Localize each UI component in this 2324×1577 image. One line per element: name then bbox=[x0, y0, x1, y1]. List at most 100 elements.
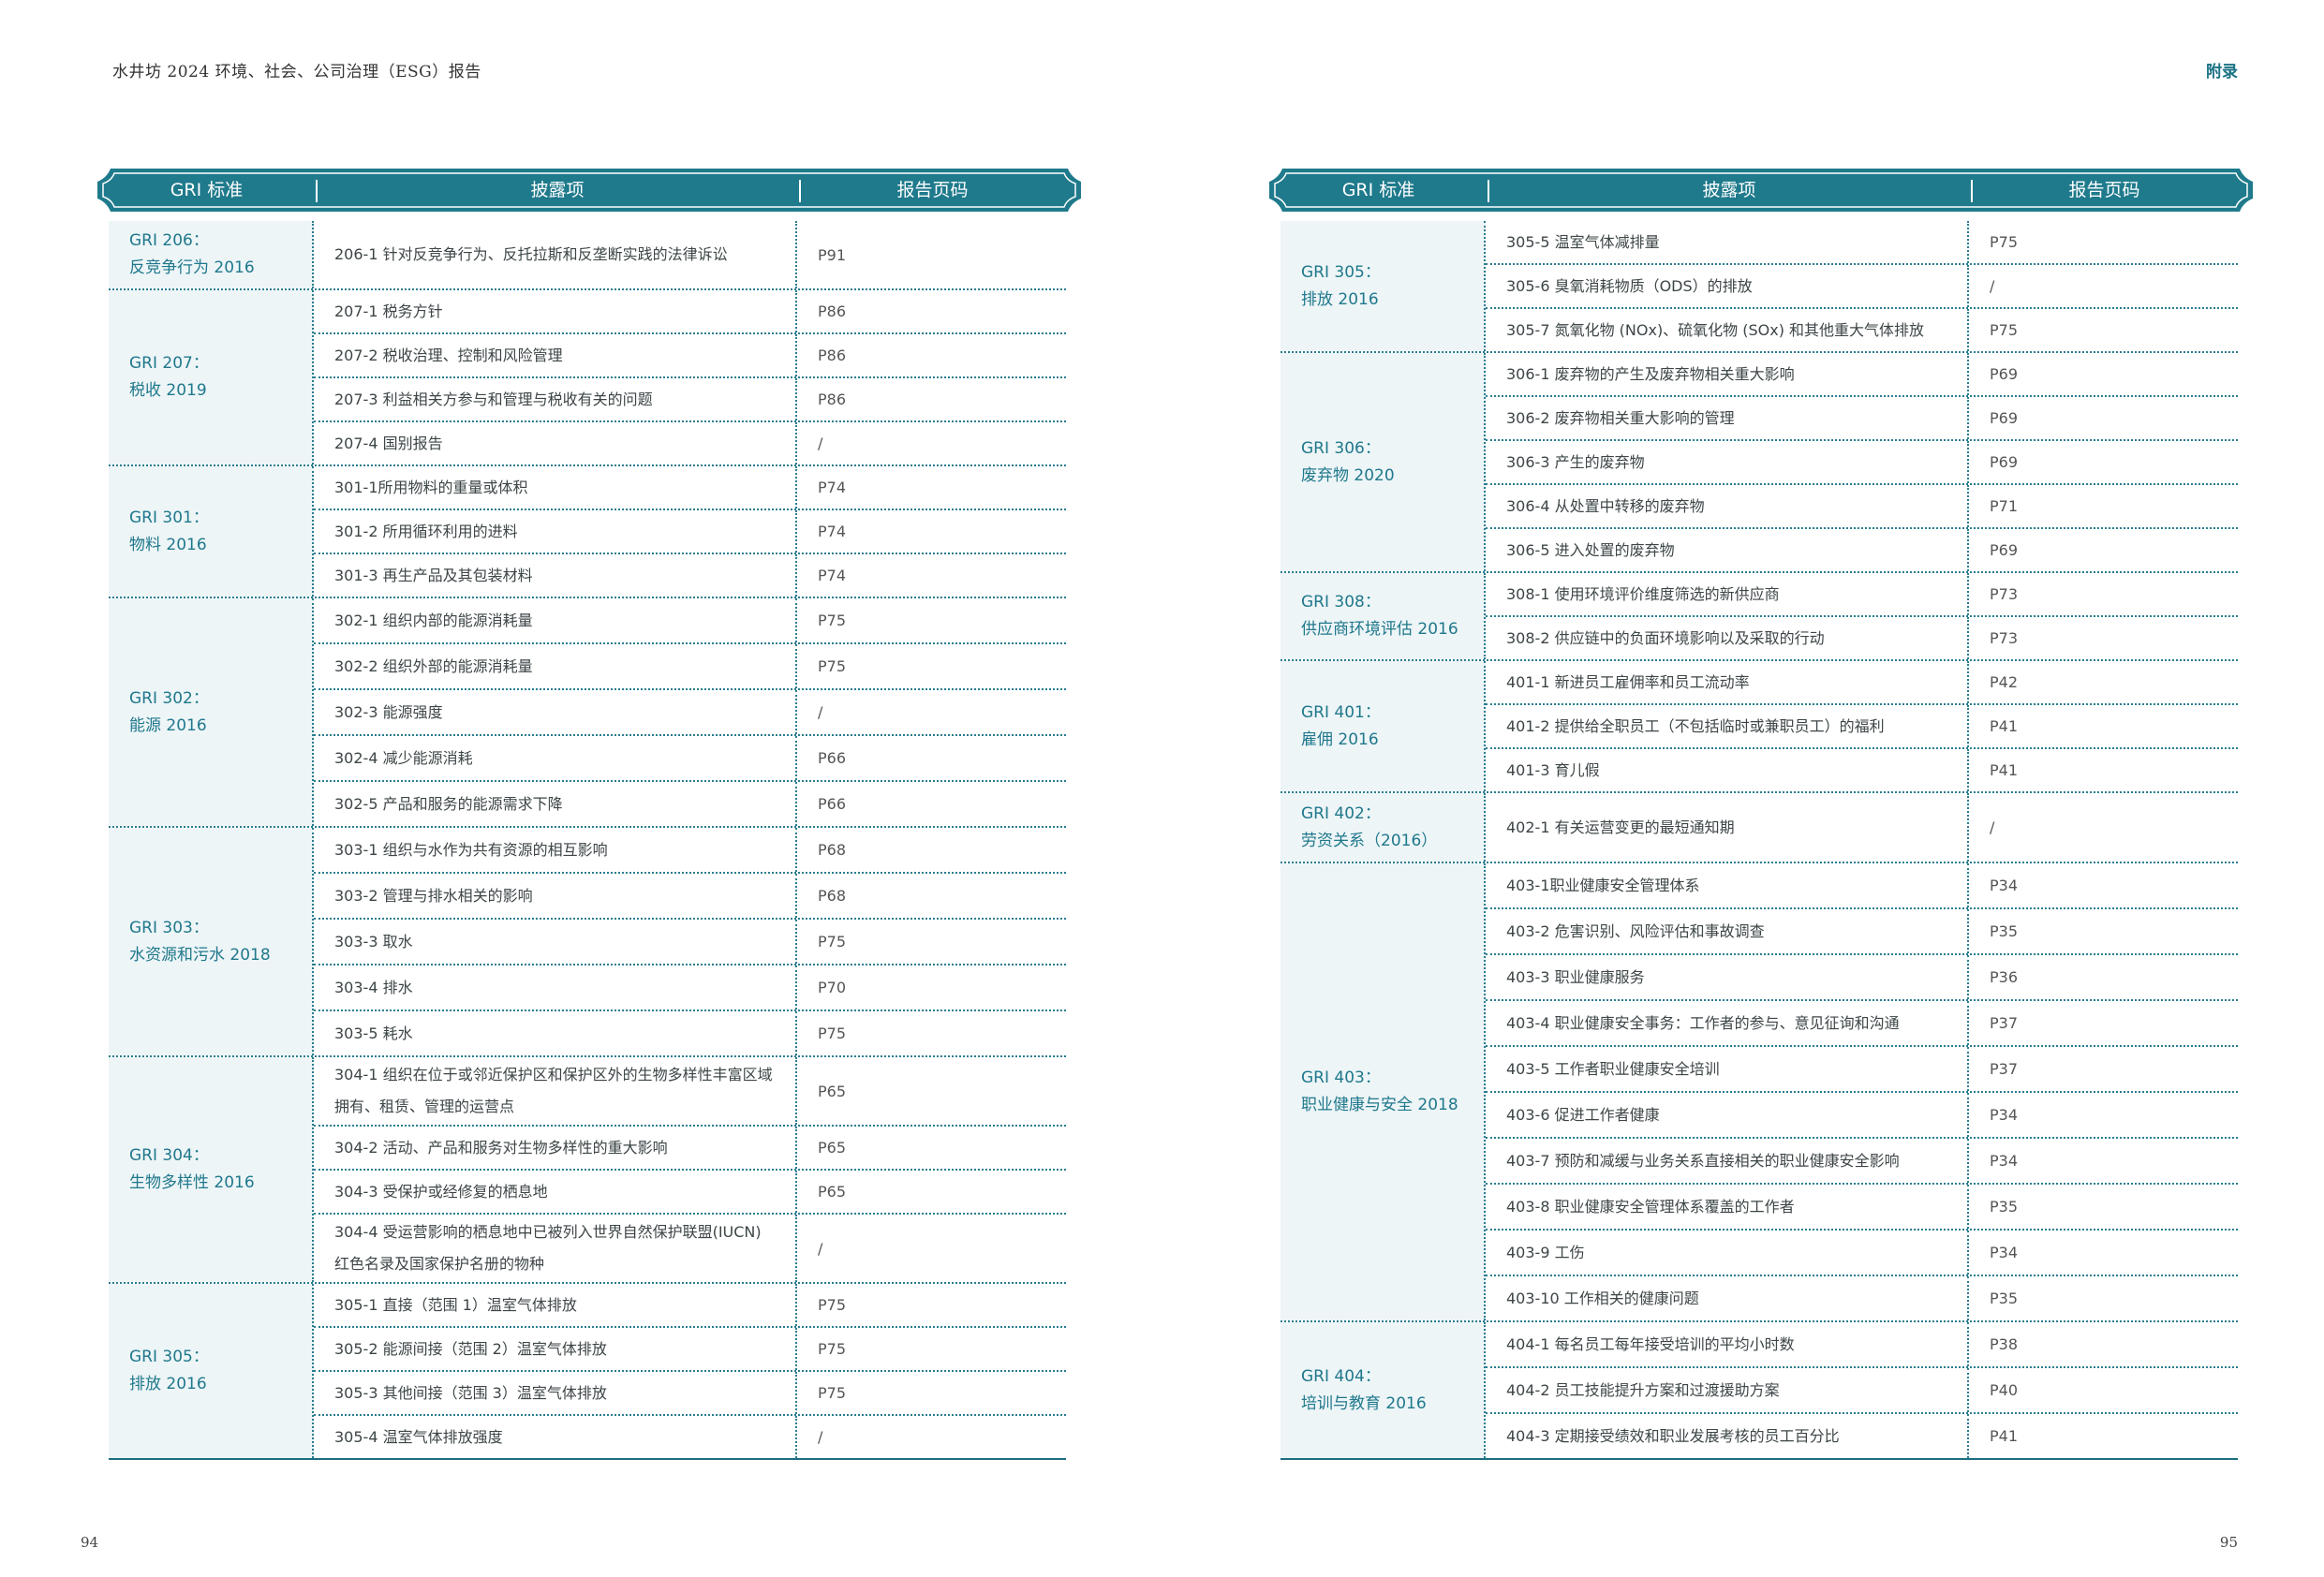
gri-group: GRI 206： 反竞争行为 2016 206-1 针对反竞争行为、反托拉斯和反垄断… bbox=[109, 221, 1066, 290]
table-row: 301-3 再生产品及其包装材料 P74 bbox=[314, 554, 1066, 597]
disclosure-cell: 207-2 税收治理、控制和风险管理 bbox=[314, 334, 797, 376]
page-ref-cell: P37 bbox=[1990, 1014, 2019, 1032]
page-ref-cell: P86 bbox=[818, 302, 847, 320]
table-row: 302-5 产品和服务的能源需求下降 P66 bbox=[314, 782, 1066, 826]
header-disclosure: 披露项 bbox=[530, 180, 585, 200]
page-ref-cell: P68 bbox=[818, 841, 847, 859]
disclosure-cell: 301-1所用物料的重量或体积 bbox=[314, 466, 797, 508]
disclosure-cell: 401-2 提供给全职员工（不包括临时或兼职员工）的福利 bbox=[1486, 705, 1969, 747]
page-ref-cell: / bbox=[818, 703, 823, 721]
table-row: 403-9 工伤 P34 bbox=[1486, 1231, 2238, 1276]
table-row: 403-10 工作相关的健康问题 P35 bbox=[1486, 1276, 2238, 1320]
disclosure-cell: 306-5 进入处置的废弃物 bbox=[1486, 529, 1969, 571]
gri-code: GRI 302： bbox=[129, 688, 209, 708]
disclosure-cell: 306-2 废弃物相关重大影响的管理 bbox=[1486, 397, 1969, 439]
gri-standard-name: 排放 2016 bbox=[129, 1375, 207, 1393]
page-ref-cell: P69 bbox=[1990, 409, 2019, 427]
gri-group: GRI 305： 排放 2016 305-5 温室气体减排量 P75 305-6 臭氧消… bbox=[1280, 221, 2238, 353]
gri-standard-cell: GRI 308： 供应商环境评估 2016 bbox=[1280, 573, 1486, 659]
table-body: GRI 206： 反竞争行为 2016 206-1 针对反竞争行为、反托拉斯和反垄断… bbox=[109, 221, 1066, 1460]
page-ref-cell: P70 bbox=[818, 979, 847, 996]
table-row: 305-7 氮氧化物 (NOx)、硫氧化物 (SOx) 和其他重大气体排放 P75 bbox=[1486, 309, 2238, 351]
page-number: 95 bbox=[2219, 1534, 2238, 1551]
page-ref-cell: P65 bbox=[818, 1139, 847, 1157]
table-row: 306-4 从处置中转移的废弃物 P71 bbox=[1486, 485, 2238, 529]
table-row: 207-2 税收治理、控制和风险管理 P86 bbox=[314, 334, 1066, 378]
page-ref-cell: P69 bbox=[1990, 541, 2019, 559]
disclosure-cell: 304-1 组织在位于或邻近保护区和保护区外的生物多样性丰富区域拥有、租赁、管理… bbox=[314, 1057, 797, 1125]
disclosure-cell: 308-2 供应链中的负面环境影响以及采取的行动 bbox=[1486, 617, 1969, 659]
gri-code: GRI 304： bbox=[129, 1146, 209, 1165]
page-ref-cell: P74 bbox=[818, 567, 847, 584]
gri-index-table-left: GRI 标准 披露项 报告页码 GRI 206： 反竞争行为 2016 206-1 … bbox=[97, 169, 1081, 1460]
table-row: 403-4 职业健康安全事务：工作者的参与、意见征询和沟通 P37 bbox=[1486, 1001, 2238, 1047]
gri-standard-name: 反竞争行为 2016 bbox=[129, 258, 255, 277]
page-ref-cell: P34 bbox=[1990, 1244, 2019, 1261]
left-page: 水井坊 2024 环境、社会、公司治理（ESG）报告 GRI 标准 披露项 报告… bbox=[81, 63, 1081, 1551]
disclosure-cell: 206-1 针对反竞争行为、反托拉斯和反垄断实践的法律诉讼 bbox=[314, 221, 797, 288]
disclosure-cell: 303-1 组织与水作为共有资源的相互影响 bbox=[314, 828, 797, 872]
gri-code: GRI 402： bbox=[1301, 803, 1381, 823]
table-row: 207-3 利益相关方参与和管理与税收有关的问题 P86 bbox=[314, 378, 1066, 422]
gri-standard-name: 培训与教育 2016 bbox=[1301, 1393, 1427, 1413]
disclosure-cell: 403-3 职业健康服务 bbox=[1486, 955, 1969, 999]
gri-group: GRI 401： 雇佣 2016 401-1 新进员工雇佣率和员工流动率 P42 401… bbox=[1280, 661, 2238, 793]
table-row: 404-1 每名员工每年接受培训的平均小时数 P38 bbox=[1486, 1322, 2238, 1368]
table-row: 306-2 废弃物相关重大影响的管理 P69 bbox=[1486, 397, 2238, 441]
gri-group: GRI 207： 税收 2019 207-1 税务方针 P86 207-2 税收治理、控… bbox=[109, 290, 1066, 466]
gri-standard-name: 供应商环境评估 2016 bbox=[1301, 620, 1458, 639]
gri-code: GRI 305： bbox=[1301, 262, 1381, 282]
table-row: 305-2 能源间接（范围 2）温室气体排放 P75 bbox=[314, 1328, 1066, 1372]
table-row: 401-2 提供给全职员工（不包括临时或兼职员工）的福利 P41 bbox=[1486, 705, 2238, 749]
disclosure-cell: 304-2 活动、产品和服务对生物多样性的重大影响 bbox=[314, 1127, 797, 1169]
gri-group: GRI 308： 供应商环境评估 2016 308-1 使用环境评价维度筛选的新供应… bbox=[1280, 573, 2238, 661]
gri-standard-cell: GRI 303： 水资源和污水 2018 bbox=[109, 828, 314, 1055]
gri-standard-name: 能源 2016 bbox=[129, 715, 207, 735]
gri-standard-cell: GRI 305： 排放 2016 bbox=[109, 1284, 314, 1458]
disclosure-cell: 302-1 组织内部的能源消耗量 bbox=[314, 598, 797, 642]
header-divider bbox=[1488, 180, 1489, 202]
disclosure-cell: 404-1 每名员工每年接受培训的平均小时数 bbox=[1486, 1322, 1969, 1366]
page-ref-cell: P65 bbox=[818, 1183, 847, 1201]
disclosure-cell: 302-5 产品和服务的能源需求下降 bbox=[314, 782, 797, 826]
gri-group: GRI 304： 生物多样性 2016 304-1 组织在位于或邻近保护区和保护区外… bbox=[109, 1057, 1066, 1284]
header-standard: GRI 标准 bbox=[170, 180, 244, 200]
header-disclosure: 披露项 bbox=[1702, 180, 1756, 200]
gri-group: GRI 404： 培训与教育 2016 404-1 每名员工每年接受培训的平均小时数… bbox=[1280, 1322, 2238, 1460]
page-ref-cell: P36 bbox=[1990, 968, 2019, 986]
disclosure-cell: 306-4 从处置中转移的废弃物 bbox=[1486, 485, 1969, 527]
table-row: 403-1职业健康安全管理体系 P34 bbox=[1486, 863, 2238, 909]
disclosure-cell: 401-3 育儿假 bbox=[1486, 749, 1969, 791]
gri-standard-name: 物料 2016 bbox=[129, 535, 207, 554]
gri-group: GRI 303： 水资源和污水 2018 303-1 组织与水作为共有资源的相互影响… bbox=[109, 828, 1066, 1057]
table-row: 303-2 管理与排水相关的影响 P68 bbox=[314, 874, 1066, 920]
table-row: 308-2 供应链中的负面环境影响以及采取的行动 P73 bbox=[1486, 617, 2238, 659]
table-header: GRI 标准 披露项 报告页码 bbox=[1269, 169, 2253, 212]
disclosure-cell: 302-3 能源强度 bbox=[314, 690, 797, 734]
table-row: 401-1 新进员工雇佣率和员工流动率 P42 bbox=[1486, 661, 2238, 705]
gri-standard-name: 劳资关系（2016） bbox=[1301, 831, 1438, 850]
disclosure-cell: 301-2 所用循环利用的进料 bbox=[314, 510, 797, 553]
table-row: 206-1 针对反竞争行为、反托拉斯和反垄断实践的法律诉讼 P91 bbox=[314, 221, 1066, 288]
header-divider bbox=[1971, 180, 1973, 202]
table-row: 207-1 税务方针 P86 bbox=[314, 290, 1066, 334]
disclosure-cell: 302-2 组织外部的能源消耗量 bbox=[314, 644, 797, 688]
gri-standard-name: 雇佣 2016 bbox=[1301, 730, 1379, 749]
table-row: 305-3 其他间接（范围 3）温室气体排放 P75 bbox=[314, 1372, 1066, 1416]
header-divider bbox=[799, 180, 801, 202]
disclosure-cell: 305-7 氮氧化物 (NOx)、硫氧化物 (SOx) 和其他重大气体排放 bbox=[1486, 309, 1969, 351]
disclosure-cell: 306-1 废弃物的产生及废弃物相关重大影响 bbox=[1486, 353, 1969, 395]
page-ref-cell: / bbox=[1990, 277, 1995, 295]
table-row: 304-3 受保护或经修复的栖息地 P65 bbox=[314, 1171, 1066, 1215]
table-row: 403-3 职业健康服务 P36 bbox=[1486, 955, 2238, 1001]
gri-group: GRI 402： 劳资关系（2016） 402-1 有关运营变更的最短通知期 / bbox=[1280, 793, 2238, 863]
table-row: 305-5 温室气体减排量 P75 bbox=[1486, 221, 2238, 265]
table-row: 302-3 能源强度 / bbox=[314, 690, 1066, 736]
gri-code: GRI 306： bbox=[1301, 438, 1381, 458]
table-row: 306-1 废弃物的产生及废弃物相关重大影响 P69 bbox=[1486, 353, 2238, 397]
page-ref-cell: P75 bbox=[818, 1296, 847, 1314]
table-row: 302-4 减少能源消耗 P66 bbox=[314, 736, 1066, 782]
disclosure-cell: 207-4 国别报告 bbox=[314, 422, 797, 464]
disclosure-cell: 305-6 臭氧消耗物质（ODS）的排放 bbox=[1486, 265, 1969, 307]
disclosure-cell: 403-8 职业健康安全管理体系覆盖的工作者 bbox=[1486, 1185, 1969, 1229]
